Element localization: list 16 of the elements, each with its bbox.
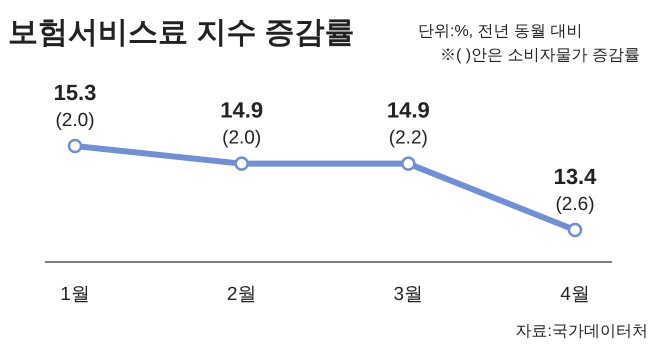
x-tick-label: 3월 — [394, 284, 424, 305]
annotation: (2.0) — [222, 128, 262, 149]
data-label: 13.4 — [554, 164, 598, 189]
chart-title: 보험서비스료 지수 증감률 — [8, 16, 355, 49]
x-tick-label: 4월 — [560, 284, 590, 305]
annotation: (2.0) — [55, 110, 95, 131]
x-tick-label: 2월 — [226, 284, 256, 305]
data-label: 14.9 — [220, 98, 264, 123]
text: 단위:%, 전년 동월 대비 — [418, 23, 582, 40]
text: 자료:국가데이터처 — [516, 323, 648, 340]
text: ※( )안은 소비자물가 증감률 — [440, 47, 640, 64]
annotation: (2.6) — [555, 194, 595, 215]
data-label: 14.9 — [386, 98, 430, 123]
x-tick-label: 1월 — [60, 284, 90, 305]
annotation: (2.2) — [388, 128, 428, 149]
data-label: 15.3 — [54, 80, 96, 105]
